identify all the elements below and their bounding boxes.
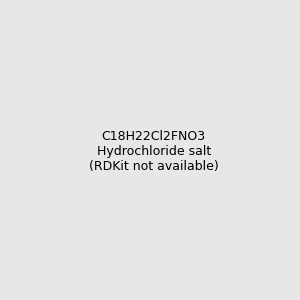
Text: C18H22Cl2FNO3
Hydrochloride salt
(RDKit not available): C18H22Cl2FNO3 Hydrochloride salt (RDKit … bbox=[89, 130, 219, 173]
